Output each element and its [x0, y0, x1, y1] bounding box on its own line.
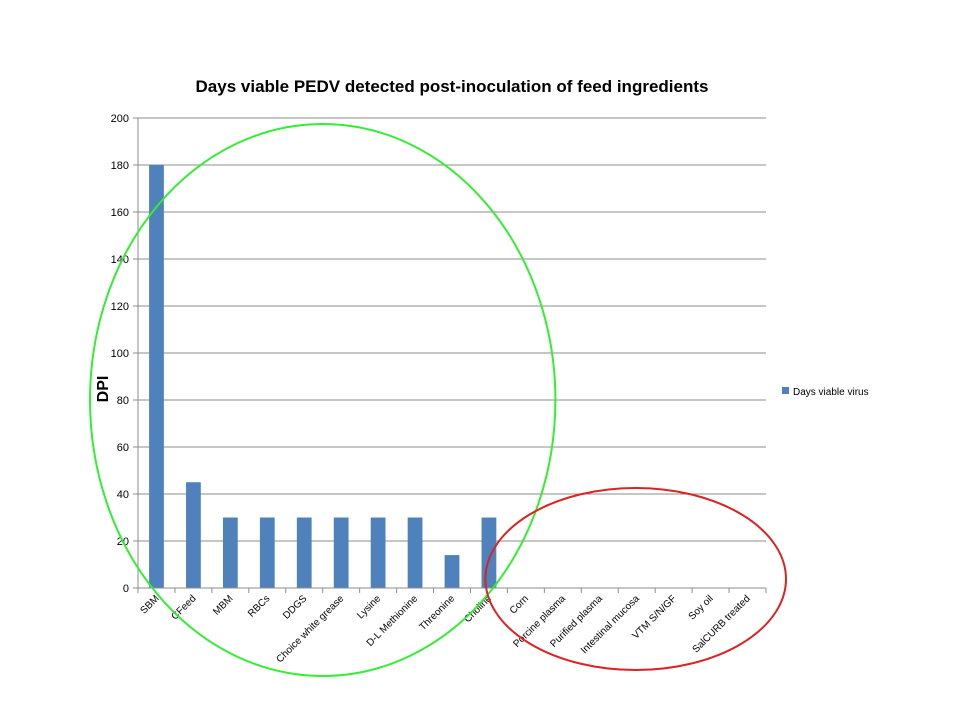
x-tick-label: Choice white grease: [274, 593, 346, 665]
bar-threonine: [444, 555, 460, 588]
x-tick-label: RBCs: [246, 593, 272, 619]
y-tick-label: 120: [111, 301, 129, 313]
y-tick-label: 180: [111, 160, 129, 172]
bar-rbcs: [259, 517, 275, 588]
legend-label: Days viable virus: [793, 387, 869, 398]
x-tick-label: MBM: [211, 593, 235, 617]
annotation-ellipses: [88, 123, 787, 677]
bar-sbm: [149, 165, 164, 588]
bar-cfeed: [186, 482, 201, 588]
gridlines: [138, 117, 766, 542]
bar-lysine: [370, 517, 386, 588]
bar-choice-white-grease: [333, 517, 349, 588]
x-tick-label: Threonine: [418, 593, 458, 633]
y-tick-label: 40: [117, 489, 129, 501]
chart-title: Days viable PEDV detected post-inoculati…: [196, 77, 709, 96]
y-tick-label: 0: [123, 583, 129, 595]
red-ellipse: [484, 487, 787, 671]
x-tick-label: Corn: [508, 593, 531, 616]
bar-choline: [481, 517, 497, 588]
bar-d-l-methionine: [407, 517, 423, 588]
x-tick-label: DDGS: [281, 593, 309, 621]
y-tick-label: 60: [117, 442, 129, 454]
green-ellipse: [88, 123, 557, 677]
y-tick-label: 100: [111, 348, 129, 360]
legend: Days viable virus: [782, 387, 869, 398]
bars: [149, 165, 497, 588]
x-tick-label: SBM: [138, 593, 161, 616]
bar-ddgs: [296, 517, 312, 588]
legend-swatch: [782, 387, 789, 394]
x-tick-label: Soy oil: [687, 593, 716, 622]
y-tick-label: 200: [111, 113, 129, 125]
y-axis-label: DPI: [95, 376, 112, 403]
x-tick-label: CFeed: [170, 593, 199, 622]
y-tick-label: 160: [111, 207, 129, 219]
x-tick-label: Lysine: [355, 593, 383, 621]
axes: [133, 117, 767, 593]
bar-mbm: [222, 517, 238, 588]
y-tick-label: 80: [117, 395, 129, 407]
